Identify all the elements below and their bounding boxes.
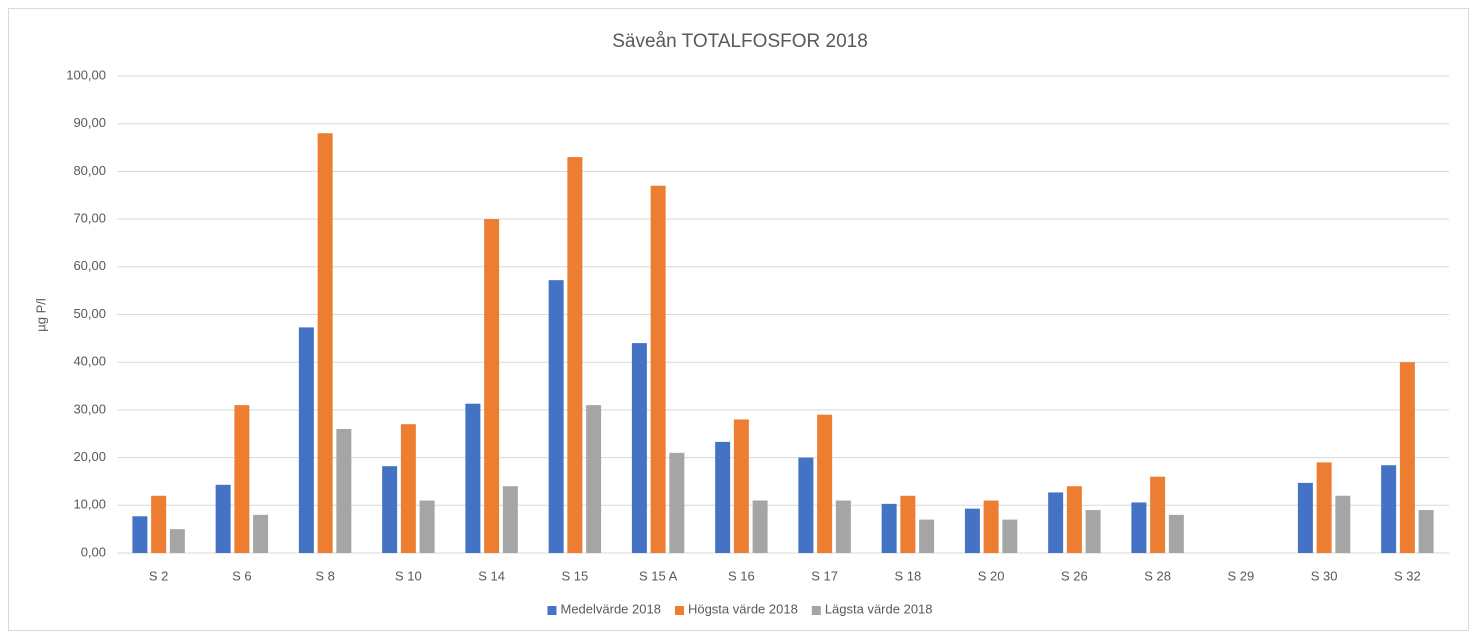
- bar: [817, 414, 833, 553]
- bar: [419, 500, 435, 553]
- bar: [1399, 362, 1415, 553]
- bar: [835, 500, 851, 553]
- bar: [715, 441, 731, 553]
- y-tick-label: 90,00: [73, 115, 106, 130]
- y-tick-label: 70,00: [73, 211, 106, 226]
- x-tick-label: S 28: [1144, 568, 1171, 583]
- y-tick-label: 30,00: [73, 401, 106, 416]
- bar: [298, 327, 314, 553]
- x-tick-label: S 30: [1311, 568, 1338, 583]
- y-tick-label: 80,00: [73, 163, 106, 178]
- bar: [1381, 465, 1397, 553]
- bar: [317, 133, 333, 554]
- bar: [1335, 495, 1351, 553]
- bar: [1002, 519, 1018, 553]
- legend-label: Medelvärde 2018: [560, 601, 660, 616]
- y-tick-label: 60,00: [73, 258, 106, 273]
- x-tick-label: S 16: [728, 568, 755, 583]
- bar: [1168, 514, 1184, 553]
- bar: [1150, 476, 1166, 553]
- bar: [733, 419, 749, 553]
- bar: [964, 508, 980, 553]
- bar: [400, 424, 416, 553]
- bar: [234, 405, 250, 553]
- x-tick-label: S 32: [1394, 568, 1421, 583]
- bar: [631, 343, 647, 553]
- bar: [650, 185, 666, 553]
- bar: [215, 484, 231, 553]
- x-tick-label: S 10: [395, 568, 422, 583]
- y-tick-label: 10,00: [73, 497, 106, 512]
- x-tick-label: S 14: [478, 568, 505, 583]
- x-tick-label: S 8: [315, 568, 335, 583]
- bar: [1085, 510, 1101, 553]
- x-tick-label: S 6: [232, 568, 252, 583]
- bar: [881, 503, 897, 553]
- bar: [169, 529, 185, 553]
- bar: [983, 500, 999, 553]
- legend-label: Högsta värde 2018: [688, 601, 798, 616]
- bar: [1316, 462, 1332, 553]
- bar: [900, 495, 916, 553]
- bar: [752, 500, 768, 553]
- bar: [1048, 492, 1064, 553]
- x-tick-label: S 15 A: [639, 568, 678, 583]
- legend-swatch: [674, 606, 684, 615]
- x-tick-label: S 2: [149, 568, 169, 583]
- x-tick-label: S 17: [811, 568, 838, 583]
- legend-swatch: [811, 606, 821, 615]
- bar: [1418, 510, 1434, 553]
- bar: [484, 219, 500, 553]
- y-tick-label: 0,00: [81, 544, 106, 559]
- bar: [382, 466, 398, 553]
- x-tick-label: S 26: [1061, 568, 1088, 583]
- y-tick-label: 40,00: [73, 354, 106, 369]
- y-tick-label: 20,00: [73, 449, 106, 464]
- bar: [465, 403, 481, 553]
- bar: [798, 457, 814, 553]
- x-tick-label: S 29: [1228, 568, 1255, 583]
- bar: [253, 514, 269, 553]
- bar: [669, 452, 685, 553]
- bar: [567, 157, 583, 553]
- y-axis-label: µg P/l: [33, 298, 48, 332]
- bar: [1066, 486, 1082, 553]
- bar: [919, 519, 935, 553]
- legend-label: Lägsta värde 2018: [825, 601, 933, 616]
- x-tick-label: S 15: [562, 568, 589, 583]
- bar: [151, 495, 167, 553]
- x-tick-label: S 20: [978, 568, 1005, 583]
- bar: [1131, 502, 1147, 553]
- x-tick-label: S 18: [895, 568, 922, 583]
- bar: [132, 516, 148, 553]
- bar: [586, 405, 602, 553]
- bar: [502, 486, 518, 553]
- chart-title: Säveån TOTALFOSFOR 2018: [612, 31, 868, 52]
- bar: [1297, 482, 1313, 553]
- bar: [336, 428, 352, 553]
- y-tick-label: 100,00: [66, 67, 106, 82]
- bar: [548, 280, 564, 553]
- legend-swatch: [547, 606, 557, 615]
- y-tick-label: 50,00: [73, 306, 106, 321]
